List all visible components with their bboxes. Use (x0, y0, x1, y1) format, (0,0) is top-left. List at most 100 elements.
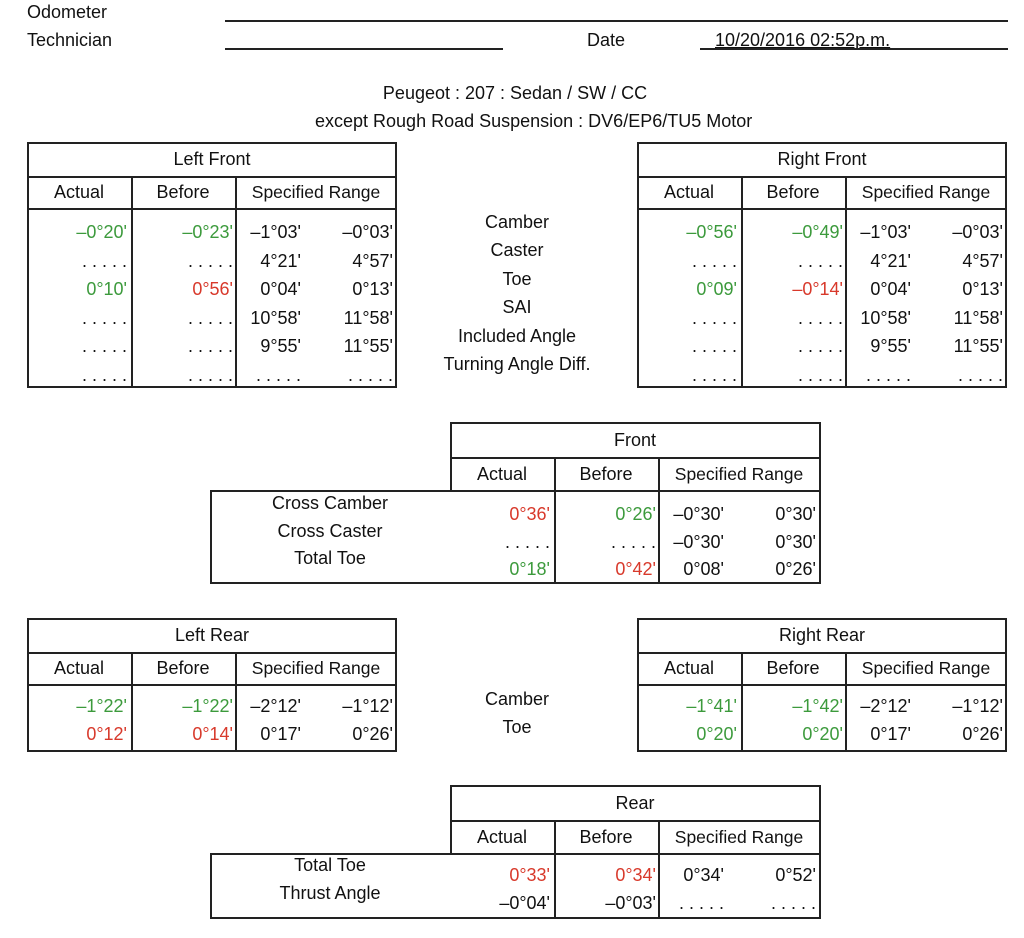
spec-max: . . . . . (347, 365, 393, 385)
table-border (27, 142, 397, 388)
column-header: Before (156, 182, 210, 202)
spec-min: 0°34' (683, 865, 724, 885)
spec-max: 0°26' (962, 724, 1003, 744)
spec-max: –0°03' (342, 222, 393, 242)
before-value: 0°20' (802, 724, 843, 744)
odometer-label: Odometer (27, 2, 108, 22)
date-label: Date (587, 30, 626, 50)
column-header: Actual (53, 658, 105, 678)
rule-line (637, 652, 1007, 654)
before-value: . . . . . (187, 250, 233, 271)
rule-line (27, 176, 397, 178)
actual-value: . . . . . (81, 336, 127, 357)
actual-value: . . . . . (81, 250, 127, 271)
actual-value: 0°36' (509, 504, 550, 524)
spec-max: 0°13' (352, 279, 393, 300)
spec-min: 0°17' (260, 724, 301, 744)
table-title: Right Rear (778, 625, 866, 645)
spec-min: 10°58' (250, 307, 301, 328)
technician-label: Technician (27, 30, 113, 50)
rule-line (845, 176, 847, 388)
rule-line (235, 652, 237, 752)
rule-line (27, 208, 397, 210)
rule-line (637, 208, 1007, 210)
spec-max: 0°52' (775, 865, 816, 885)
actual-value: . . . . . (691, 307, 737, 328)
row-label: Total Toe (294, 855, 366, 875)
spec-min: 9°55' (260, 336, 301, 357)
spec-min: 0°04' (870, 279, 911, 300)
before-value: . . . . . (187, 365, 233, 385)
spec-max: 0°26' (775, 559, 816, 579)
actual-value: –0°04' (499, 893, 550, 913)
rule-line (554, 820, 556, 919)
actual-value: . . . . . (691, 365, 737, 385)
row-label: Turning Angle Diff. (443, 354, 591, 374)
before-value: 0°42' (615, 559, 656, 579)
row-label: Included Angle (457, 325, 577, 346)
spec-max: 0°26' (352, 724, 393, 744)
spec-min: 0°17' (870, 724, 911, 744)
table-title: Right Front (777, 149, 867, 169)
rule-line (27, 684, 397, 686)
before-value: . . . . . (797, 250, 843, 271)
spec-max: 4°57' (962, 250, 1003, 271)
before-value: . . . . . (797, 336, 843, 357)
spec-min: . . . . . (255, 365, 301, 385)
before-value: –0°23' (182, 222, 233, 242)
actual-value: 0°10' (86, 279, 127, 300)
spec-max: 0°30' (775, 531, 816, 552)
before-value: 0°34' (615, 865, 656, 885)
column-header: Before (766, 182, 820, 202)
rule-line (637, 176, 1007, 178)
spec-max: 11°58' (343, 307, 393, 328)
spec-min: . . . . . (678, 893, 724, 913)
rule-line (741, 176, 743, 388)
column-header: Specified Range (861, 658, 991, 678)
spec-max: –1°12' (342, 696, 393, 716)
spec-max: 4°57' (352, 250, 393, 271)
rule-line (658, 457, 660, 584)
spec-max: 11°55' (953, 336, 1003, 357)
before-value: . . . . . (797, 307, 843, 328)
rule-line (658, 820, 660, 919)
actual-value: 0°33' (509, 865, 550, 885)
rule-line (637, 684, 1007, 686)
before-value: –0°49' (792, 222, 843, 242)
rule-line (131, 176, 133, 388)
row-label: Toe (502, 268, 532, 289)
spec-max: 0°13' (962, 279, 1003, 300)
actual-value: 0°18' (509, 559, 550, 579)
spec-max: . . . . . (770, 893, 816, 913)
rule-line (450, 820, 821, 822)
spec-min: –2°12' (860, 696, 911, 716)
spec-max: –0°03' (952, 222, 1003, 242)
row-label: Cross Camber (271, 493, 389, 513)
before-value: 0°14' (192, 724, 233, 744)
before-value: . . . . . (610, 531, 656, 552)
actual-value: –1°41' (686, 696, 737, 716)
before-value: 0°56' (192, 279, 233, 300)
before-value: . . . . . (187, 307, 233, 328)
rule-line (845, 652, 847, 752)
spec-min: 4°21' (870, 250, 911, 271)
spec-max: 11°55' (343, 336, 393, 357)
column-header: Specified Range (674, 827, 804, 847)
column-header: Before (579, 827, 633, 847)
column-header: Actual (476, 827, 528, 847)
column-header: Specified Range (674, 464, 804, 484)
column-header: Actual (53, 182, 105, 202)
before-value: –0°03' (605, 893, 656, 913)
spec-min: 10°58' (860, 307, 911, 328)
before-value: –1°22' (182, 696, 233, 716)
vehicle-line: Peugeot : 207 : Sedan / SW / CC (382, 83, 648, 103)
actual-value: . . . . . (691, 250, 737, 271)
column-header: Before (156, 658, 210, 678)
rule-line (235, 176, 237, 388)
spec-min: –2°12' (250, 696, 301, 716)
before-value: –1°42' (792, 696, 843, 716)
column-header: Before (766, 658, 820, 678)
before-value: –0°14' (792, 279, 843, 300)
row-label: Thrust Angle (279, 883, 381, 903)
column-header: Before (579, 464, 633, 484)
